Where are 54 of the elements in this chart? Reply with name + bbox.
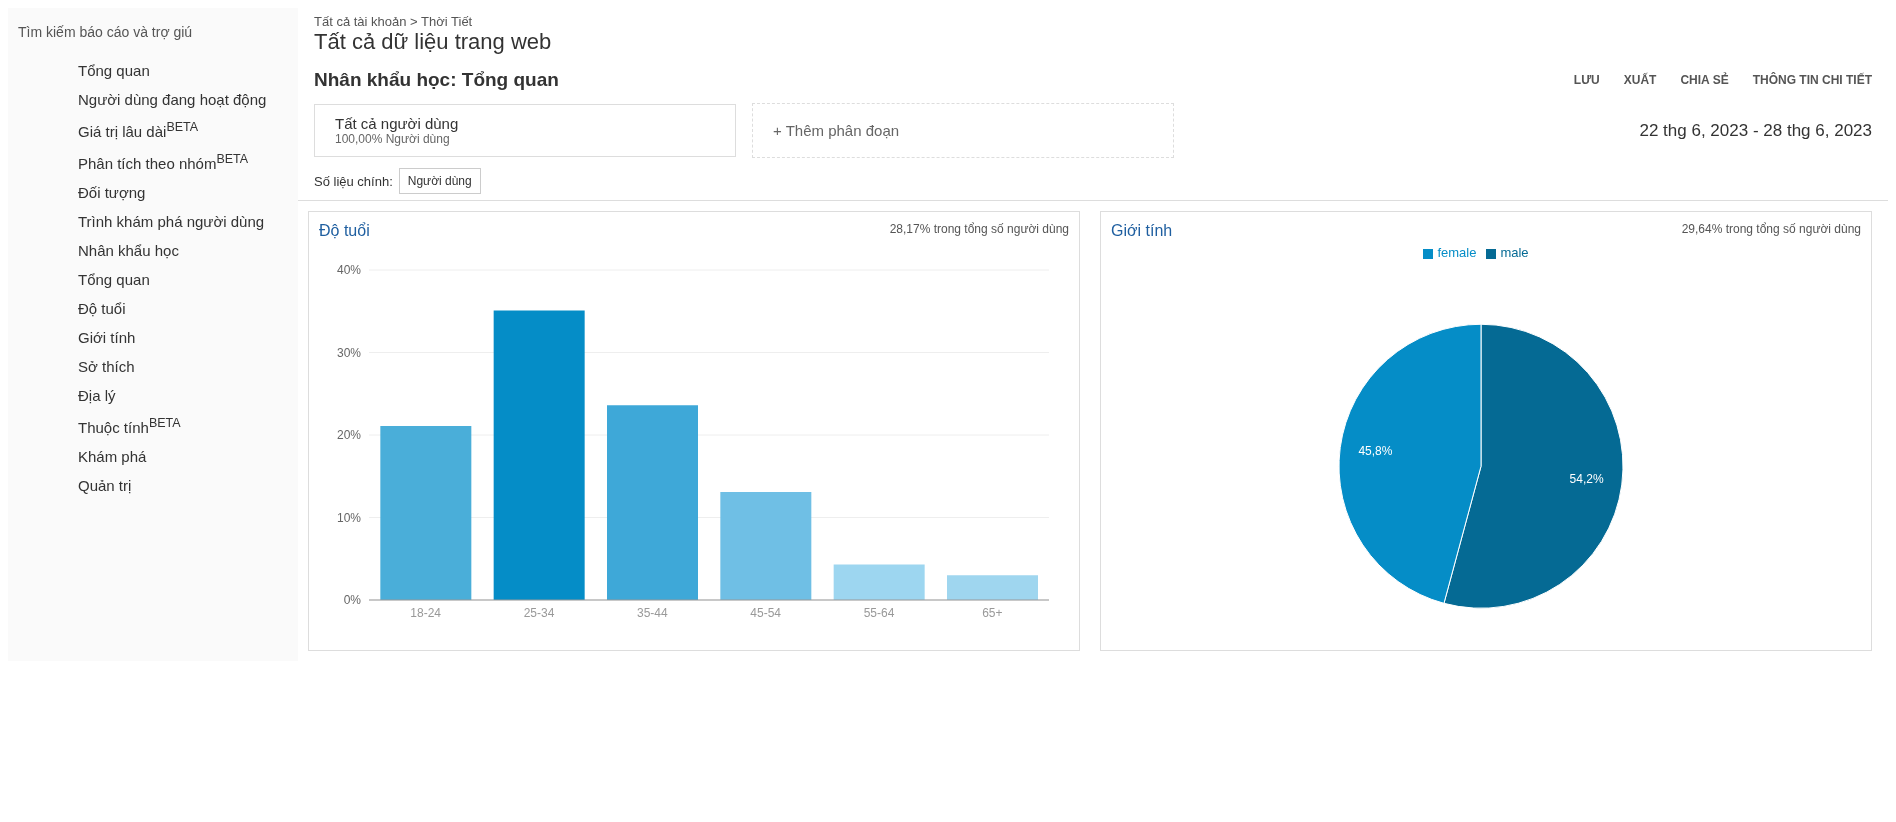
text: Độ tuổi — [78, 300, 126, 317]
chart-subtitle: 28,17% trong tổng số người dùng — [889, 222, 1069, 236]
x-tick-label: 55-64 — [863, 605, 895, 620]
x-tick-label: 45-54 — [750, 605, 782, 620]
text: Số liệu chính: — [314, 173, 393, 189]
text: Giới tính — [78, 329, 136, 346]
text: Tổng quan — [78, 62, 150, 79]
bar — [493, 310, 585, 600]
x-tick-label: 18-24 — [410, 605, 442, 620]
text: Quản trị — [78, 477, 132, 494]
legend-label: male — [1500, 245, 1529, 260]
data-label: 45,8% — [1358, 444, 1393, 459]
text: Nhân khẩu học: Tổng quan — [314, 69, 559, 90]
text: Địa lý — [78, 387, 116, 404]
x-tick-label: 35-44 — [636, 605, 668, 620]
bar — [720, 491, 812, 600]
text: Phân tích theo nhóm$^{BETA}$ — [78, 152, 249, 172]
text: Khám phá — [78, 448, 147, 465]
text: Tất cả tài khoản > Thời Tiết — [314, 14, 473, 29]
y-tick-label: 30% — [336, 345, 362, 360]
text: Giá trị lâu dài$^{BETA}$ — [78, 120, 199, 140]
text: LƯU — [1573, 73, 1600, 87]
chart-title: Độ tuổi — [319, 222, 370, 239]
text: Nhân khẩu học — [78, 242, 179, 259]
text: CHIA SẺ — [1680, 73, 1729, 87]
bar — [833, 564, 925, 600]
text: Đối tượng — [78, 184, 146, 201]
bar — [607, 405, 698, 600]
text: 22 thg 6, 2023 - 28 thg 6, 2023 — [1639, 120, 1872, 140]
text: THÔNG TIN CHI TIẾT — [1752, 73, 1872, 87]
text: Tất cả dữ liệu trang web — [314, 29, 552, 54]
text: Người dùng — [407, 174, 472, 188]
text: Tất cả người dùng — [335, 115, 459, 132]
y-tick-label: 40% — [336, 263, 362, 278]
text: + Thêm phân đoạn — [773, 122, 900, 139]
legend-label: female — [1437, 245, 1477, 260]
text: XUẤT — [1623, 73, 1657, 87]
y-tick-label: 0% — [343, 593, 362, 608]
text: 29,64% trong tổng số người dùng — [1681, 222, 1861, 236]
y-tick-label: 20% — [336, 428, 362, 443]
text: Tìm kiếm báo cáo và trợ giú — [18, 24, 193, 40]
text: Thuộc tính$^{BETA}$ — [78, 416, 181, 436]
x-tick-label: 65+ — [982, 605, 1003, 620]
y-tick-label: 10% — [336, 510, 362, 525]
bar — [947, 575, 1038, 600]
data-label: 54,2% — [1569, 472, 1604, 487]
text: 100,00% Người dùng — [335, 132, 450, 146]
text: Tổng quan — [78, 271, 150, 288]
text: Sở thích — [78, 358, 135, 375]
text: Trình khám phá người dùng — [78, 213, 265, 230]
x-tick-label: 25-34 — [523, 605, 555, 620]
bar — [380, 425, 472, 600]
text: Giới tính — [1111, 222, 1173, 239]
text: Người dùng đang hoạt động — [78, 91, 267, 108]
